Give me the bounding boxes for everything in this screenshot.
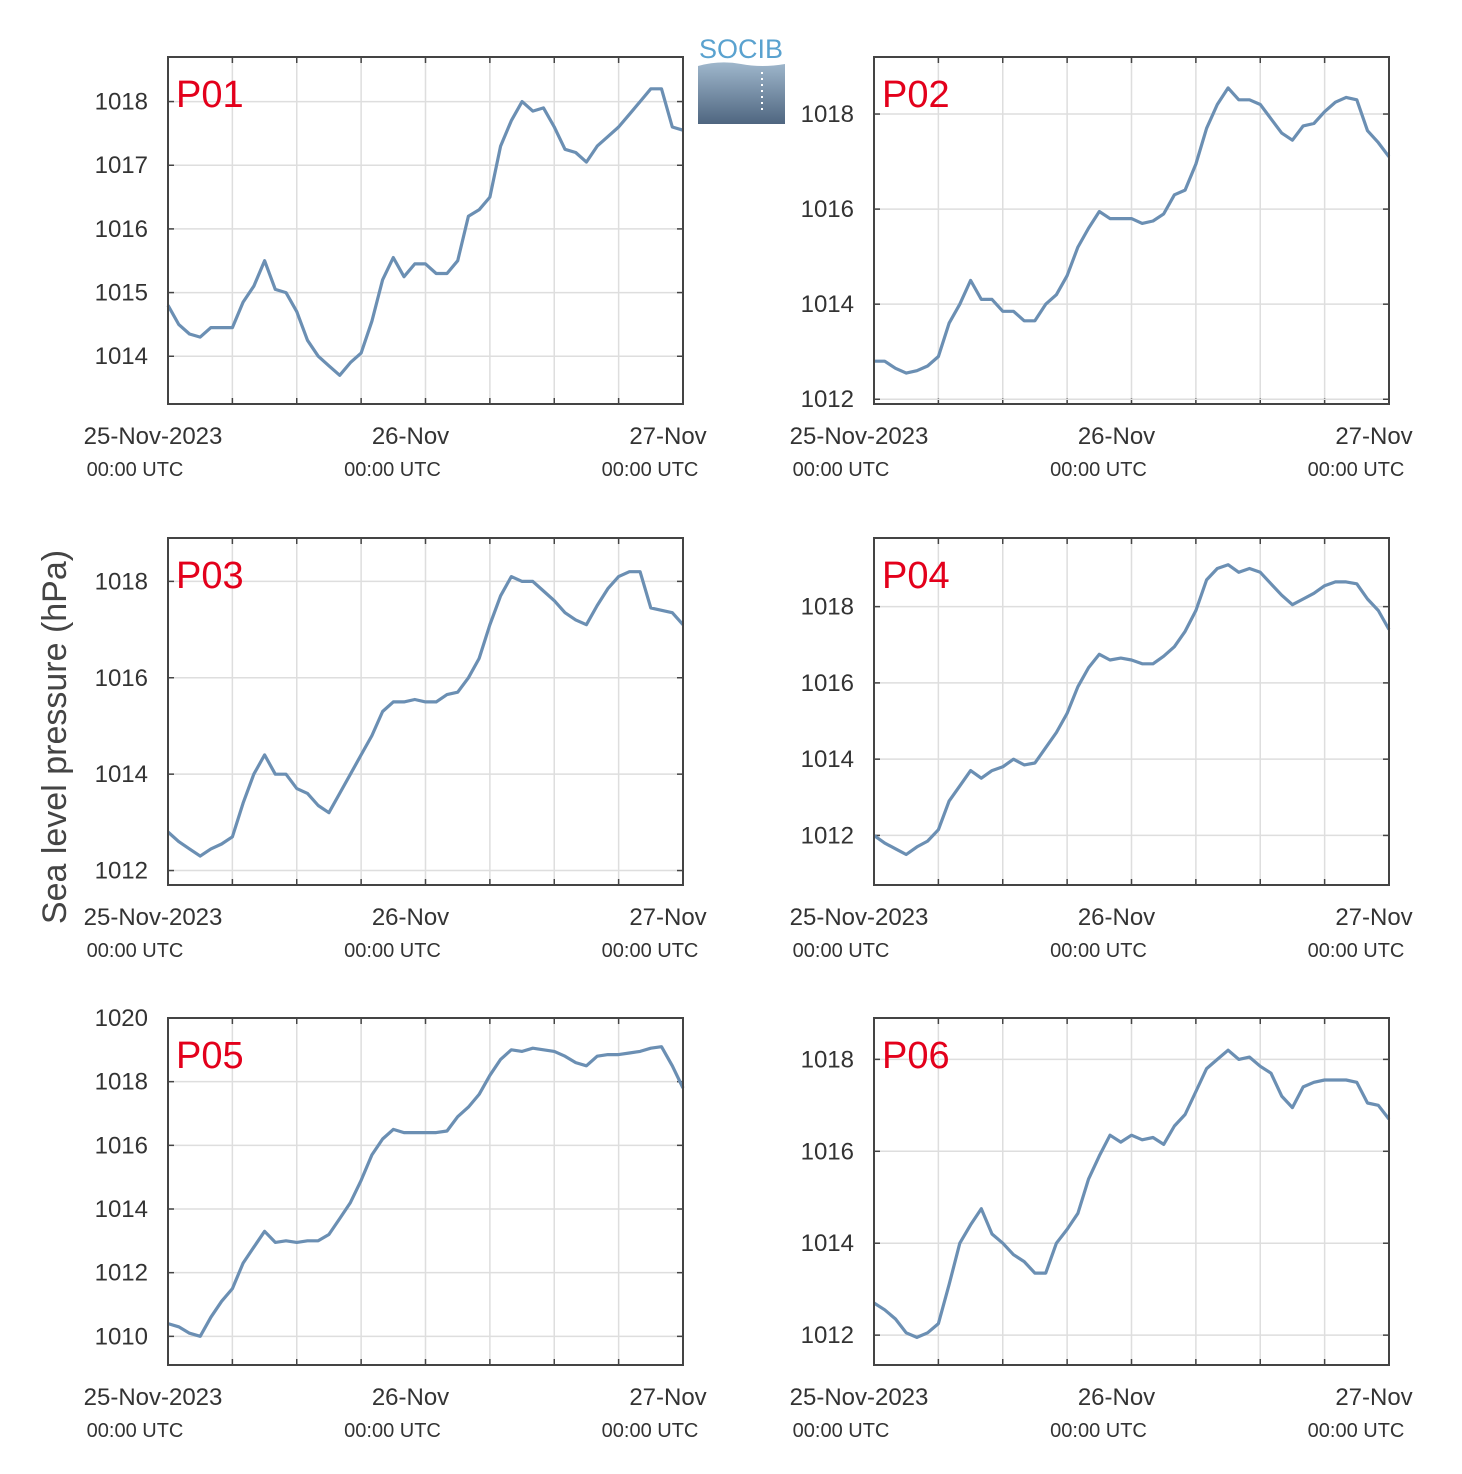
x-tick-time-label: 00:00 UTC [344, 1420, 441, 1442]
x-tick-date-label: 26-Nov [372, 1384, 449, 1411]
y-tick-label: 1012 [95, 1260, 148, 1287]
x-tick-date-label: 25-Nov-2023 [790, 1384, 929, 1411]
plot-frame [873, 56, 1390, 405]
plot-frame [167, 537, 684, 886]
x-tick-date-label: 25-Nov-2023 [790, 423, 929, 450]
y-tick-label: 1018 [95, 89, 148, 116]
pressure-series-line [166, 87, 684, 377]
y-tick-label: 1016 [95, 1132, 148, 1159]
panel-p04: 1012 1014 1016 1018 P04 25-Nov-2023 00:00 UTC 2… [790, 537, 1413, 962]
y-tick-label: 1018 [95, 568, 148, 595]
socib-logo-text: SOCIB [699, 34, 783, 64]
x-tick-date-label: 27-Nov [1335, 904, 1412, 931]
panel-label: P06 [882, 1035, 950, 1077]
y-tick-label: 1020 [95, 1005, 148, 1032]
x-tick-time-label: 00:00 UTC [87, 940, 184, 962]
y-tick-label: 1018 [801, 594, 854, 621]
plot-frame [167, 56, 684, 405]
plot-frame [873, 537, 1390, 886]
panel-p05: 1010 1012 1014 1016 1018 1020 P05 25-Nov-2023 00… [84, 1005, 707, 1442]
plot-frame [873, 1017, 1390, 1366]
x-tick-date-label: 27-Nov [1335, 423, 1412, 450]
plot-frame [167, 1017, 684, 1366]
y-tick-label: 1012 [95, 858, 148, 885]
x-tick-time-label: 00:00 UTC [1050, 459, 1147, 481]
y-tick-label: 1014 [95, 1196, 148, 1223]
x-tick-date-label: 27-Nov [629, 904, 706, 931]
y-tick-label: 1012 [801, 1322, 854, 1349]
x-tick-date-label: 26-Nov [372, 423, 449, 450]
panel-p02: 1012 1014 1016 1018 P02 25-Nov-2023 00:00 UTC 2… [790, 56, 1413, 481]
x-tick-date-label: 26-Nov [372, 904, 449, 931]
y-tick-label: 1018 [801, 1046, 854, 1073]
y-tick-label: 1012 [801, 822, 854, 849]
y-tick-label: 1018 [95, 1069, 148, 1096]
panel-label: P02 [882, 74, 950, 116]
x-tick-time-label: 00:00 UTC [87, 1420, 184, 1442]
pressure-series-line [873, 1048, 1391, 1339]
socib-logo-wave-icon [698, 62, 785, 124]
y-tick-label: 1016 [801, 670, 854, 697]
x-tick-time-label: 00:00 UTC [793, 940, 890, 962]
x-tick-date-label: 26-Nov [1078, 1384, 1155, 1411]
pressure-series-line [166, 570, 685, 858]
x-tick-date-label: 25-Nov-2023 [84, 423, 223, 450]
x-tick-time-label: 00:00 UTC [87, 459, 184, 481]
y-tick-label: 1014 [801, 291, 854, 318]
y-tick-label: 1015 [95, 280, 148, 307]
x-tick-date-label: 27-Nov [629, 423, 706, 450]
x-tick-time-label: 00:00 UTC [602, 940, 699, 962]
x-tick-time-label: 00:00 UTC [344, 940, 441, 962]
panel-label: P04 [882, 555, 950, 597]
panel-p06: 1012 1014 1016 1018 P06 25-Nov-2023 00:00 UTC 2… [790, 1017, 1413, 1442]
x-tick-time-label: 00:00 UTC [1308, 1420, 1405, 1442]
x-tick-date-label: 25-Nov-2023 [790, 904, 929, 931]
y-tick-label: 1014 [801, 1230, 854, 1257]
socib-logo: SOCIB [698, 34, 785, 124]
panel-p01: 1014 1015 1016 1017 1018 P01 25-Nov-2023 00:00 … [84, 56, 707, 481]
x-tick-date-label: 26-Nov [1078, 423, 1155, 450]
y-tick-label: 1016 [801, 1138, 854, 1165]
y-axis-title: Sea level pressure (hPa) [36, 550, 74, 924]
y-tick-label: 1012 [801, 386, 854, 413]
x-tick-time-label: 00:00 UTC [602, 459, 699, 481]
x-tick-date-label: 27-Nov [1335, 1384, 1412, 1411]
x-tick-time-label: 00:00 UTC [793, 459, 890, 481]
y-tick-label: 1018 [801, 101, 854, 128]
x-tick-time-label: 00:00 UTC [344, 459, 441, 481]
x-tick-time-label: 00:00 UTC [1308, 459, 1405, 481]
y-tick-label: 1016 [801, 196, 854, 223]
y-tick-label: 1014 [95, 761, 148, 788]
y-tick-label: 1016 [95, 216, 148, 243]
x-tick-time-label: 00:00 UTC [1050, 1420, 1147, 1442]
panels: 1014 1015 1016 1017 1018 P01 25-Nov-2023 00:00 … [84, 56, 1413, 1442]
y-tick-label: 1017 [95, 152, 148, 179]
y-tick-label: 1014 [801, 746, 854, 773]
panel-label: P03 [176, 555, 244, 597]
x-tick-time-label: 00:00 UTC [1050, 940, 1147, 962]
panel-label: P01 [176, 74, 244, 116]
y-tick-label: 1014 [95, 343, 148, 370]
x-tick-date-label: 25-Nov-2023 [84, 1384, 223, 1411]
y-tick-label: 1016 [95, 665, 148, 692]
x-tick-time-label: 00:00 UTC [793, 1420, 890, 1442]
panel-label: P05 [176, 1035, 244, 1077]
pressure-series-line [873, 563, 1391, 857]
x-tick-time-label: 00:00 UTC [602, 1420, 699, 1442]
x-tick-date-label: 25-Nov-2023 [84, 904, 223, 931]
x-tick-time-label: 00:00 UTC [1308, 940, 1405, 962]
panel-p03: 1012 1014 1016 1018 P03 25-Nov-2023 00:00 UTC 2… [84, 537, 707, 962]
pressure-series-line [874, 86, 1391, 375]
pressure-series-line [167, 1045, 685, 1338]
y-tick-label: 1010 [95, 1323, 148, 1350]
x-tick-date-label: 27-Nov [629, 1384, 706, 1411]
x-tick-date-label: 26-Nov [1078, 904, 1155, 931]
